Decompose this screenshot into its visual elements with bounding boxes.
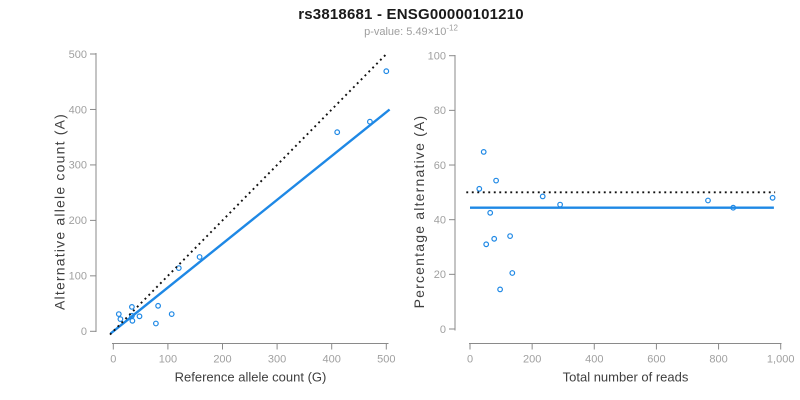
- data-point: [383, 68, 390, 75]
- x-tick-label: 1,000: [767, 354, 795, 366]
- data-point: [129, 317, 136, 324]
- pvalue-text: p-value: 5.49×10: [364, 26, 447, 38]
- data-point: [705, 197, 711, 204]
- data-point: [196, 254, 203, 260]
- data-point: [128, 304, 135, 310]
- y-axis-title: Percentage alternative (A): [411, 115, 427, 309]
- x-tick-label: 0: [110, 354, 116, 366]
- y-tick-label: 80: [434, 105, 446, 117]
- plot-subtitle: p-value: 5.49×10-12: [11, 23, 800, 38]
- data-point: [136, 313, 143, 320]
- x-tick-label: 300: [268, 354, 286, 366]
- data-point: [476, 185, 483, 192]
- y-tick-label: 200: [69, 215, 87, 227]
- data-point: [168, 311, 175, 318]
- figure-header: rs3818681 - ENSG00000101210 p-value: 5.4…: [11, 6, 800, 38]
- x-tick-label: 400: [585, 354, 603, 366]
- x-tick-label: 200: [213, 354, 231, 366]
- y-tick-label: 0: [440, 324, 446, 336]
- data-point: [115, 311, 122, 318]
- y-tick-label: 100: [428, 51, 446, 63]
- data-point: [507, 233, 514, 240]
- chart-percentage-alternative: 0 200 400 600 800 1,000 0 20 40 60 80 100 Total numb…: [411, 51, 794, 385]
- data-point: [509, 270, 516, 276]
- y-tick-label: 400: [69, 104, 87, 116]
- y-tick-label: 0: [81, 326, 87, 338]
- data-point: [493, 177, 500, 184]
- x-tick-label: 800: [709, 354, 727, 366]
- data-point: [480, 148, 487, 155]
- y-tick-label: 60: [434, 160, 446, 172]
- data-point: [334, 129, 341, 136]
- x-axis-title: Reference allele count (G): [175, 370, 327, 385]
- data-point: [155, 302, 162, 309]
- data-point: [487, 209, 494, 216]
- data-point: [497, 286, 504, 293]
- x-tick-label: 200: [523, 354, 541, 366]
- x-tick-label: 500: [377, 354, 395, 366]
- plot-title: rs3818681 - ENSG00000101210: [298, 6, 524, 23]
- data-point: [491, 235, 498, 242]
- chart-allele-counts: 0 100 200 300 400 500 0 100 200 300 400 500 Referenc…: [52, 49, 396, 385]
- x-tick-label: 600: [647, 354, 665, 366]
- y-tick-label: 500: [69, 49, 87, 61]
- y-axis-title: Alternative allele count (A): [52, 113, 68, 310]
- data-point: [175, 265, 182, 272]
- regression-line: [109, 108, 391, 335]
- data-point: [769, 194, 776, 201]
- pvalue-exponent: -12: [446, 23, 458, 33]
- x-tick-label: 100: [159, 354, 177, 366]
- data-point: [557, 201, 563, 208]
- y-tick-label: 20: [434, 269, 446, 281]
- y-tick-label: 100: [69, 271, 87, 283]
- y-tick-label: 40: [434, 214, 446, 226]
- x-axis-title: Total number of reads: [563, 370, 689, 385]
- data-point: [152, 320, 159, 327]
- x-tick-label: 0: [467, 354, 473, 366]
- identity-line: [109, 53, 387, 336]
- data-point: [539, 193, 546, 200]
- data-point: [117, 316, 124, 323]
- y-tick-label: 300: [69, 160, 87, 172]
- data-point: [483, 241, 490, 248]
- x-tick-label: 400: [323, 354, 341, 366]
